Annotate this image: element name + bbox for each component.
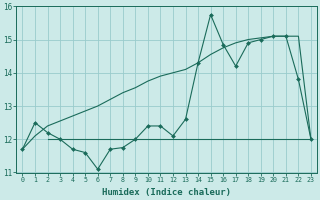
X-axis label: Humidex (Indice chaleur): Humidex (Indice chaleur) — [102, 188, 231, 197]
